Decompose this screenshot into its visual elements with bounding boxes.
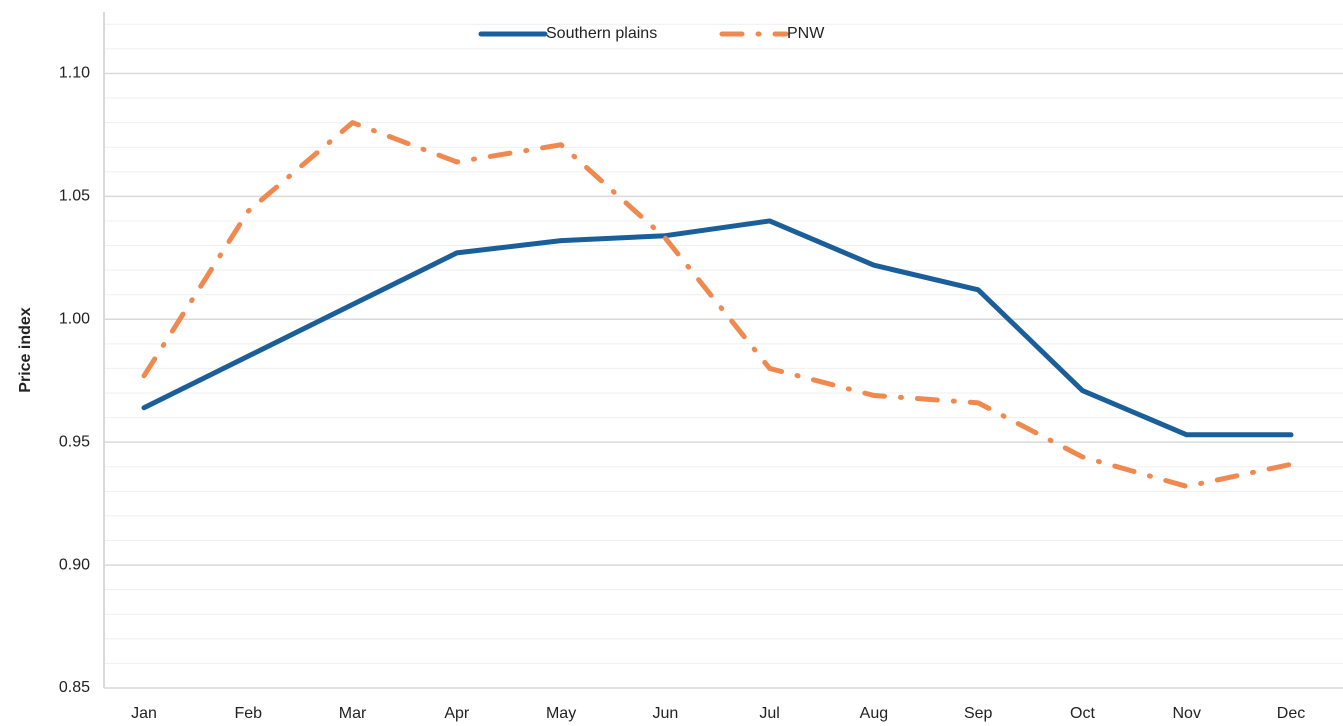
y-tick-label: 1.05 bbox=[59, 188, 90, 205]
x-tick-label: Apr bbox=[444, 705, 470, 722]
y-tick-label: 0.95 bbox=[59, 433, 90, 450]
legend-label: Southern plains bbox=[546, 25, 657, 42]
x-tick-label: Jul bbox=[759, 705, 779, 722]
y-tick-label: 1.10 bbox=[59, 65, 90, 82]
x-tick-label: Oct bbox=[1070, 705, 1095, 722]
x-tick-label: Nov bbox=[1173, 705, 1201, 722]
legend-label: PNW bbox=[787, 25, 825, 42]
x-tick-label: May bbox=[546, 705, 576, 722]
x-tick-label: Sep bbox=[964, 705, 993, 722]
x-tick-label: Jun bbox=[652, 705, 678, 722]
y-tick-label: 0.90 bbox=[59, 556, 90, 573]
x-tick-label: Dec bbox=[1277, 705, 1305, 722]
y-tick-label: 1.00 bbox=[59, 310, 90, 327]
x-tick-label: Jan bbox=[131, 705, 157, 722]
x-tick-label: Mar bbox=[339, 705, 367, 722]
y-tick-label: 0.85 bbox=[59, 679, 90, 696]
series-line bbox=[141, 218, 1294, 438]
x-tick-label: Feb bbox=[234, 705, 262, 722]
series-line bbox=[141, 120, 1294, 489]
y-axis-title: Price index bbox=[17, 307, 34, 392]
x-tick-label: Aug bbox=[860, 705, 888, 722]
